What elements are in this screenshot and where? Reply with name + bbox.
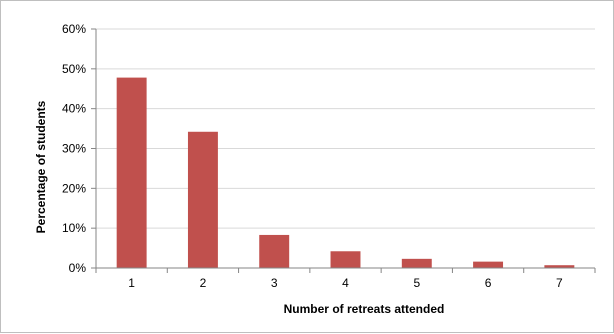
y-tick-label: 10%	[62, 221, 86, 235]
y-axis-title: Percentage of students	[34, 100, 48, 233]
bar	[544, 265, 575, 268]
bar	[330, 251, 361, 268]
tick-labels: 0% 10% 20% 30% 40% 50% 60% 1 2 3 4 5 6 7	[62, 22, 563, 290]
bars	[116, 77, 575, 268]
gridlines	[96, 28, 595, 229]
x-tick-label: 4	[342, 276, 349, 290]
x-tick-label: 7	[556, 276, 563, 290]
bar	[116, 77, 147, 268]
bar	[473, 261, 504, 268]
x-tick-label: 1	[128, 276, 135, 290]
y-tick-label: 30%	[62, 142, 86, 156]
y-tick-label: 20%	[62, 181, 86, 195]
x-tick-label: 2	[200, 276, 207, 290]
bar	[401, 258, 432, 268]
axes	[91, 28, 596, 273]
bar	[187, 131, 218, 268]
y-tick-label: 40%	[62, 102, 86, 116]
y-tick-label: 60%	[62, 22, 86, 36]
x-tick-label: 3	[271, 276, 278, 290]
x-tick-label: 6	[485, 276, 492, 290]
y-tick-label: 0%	[69, 261, 87, 275]
y-tick-label: 50%	[62, 62, 86, 76]
x-tick-label: 5	[413, 276, 420, 290]
x-axis-title: Number of retreats attended	[284, 302, 445, 316]
bar	[259, 234, 290, 268]
